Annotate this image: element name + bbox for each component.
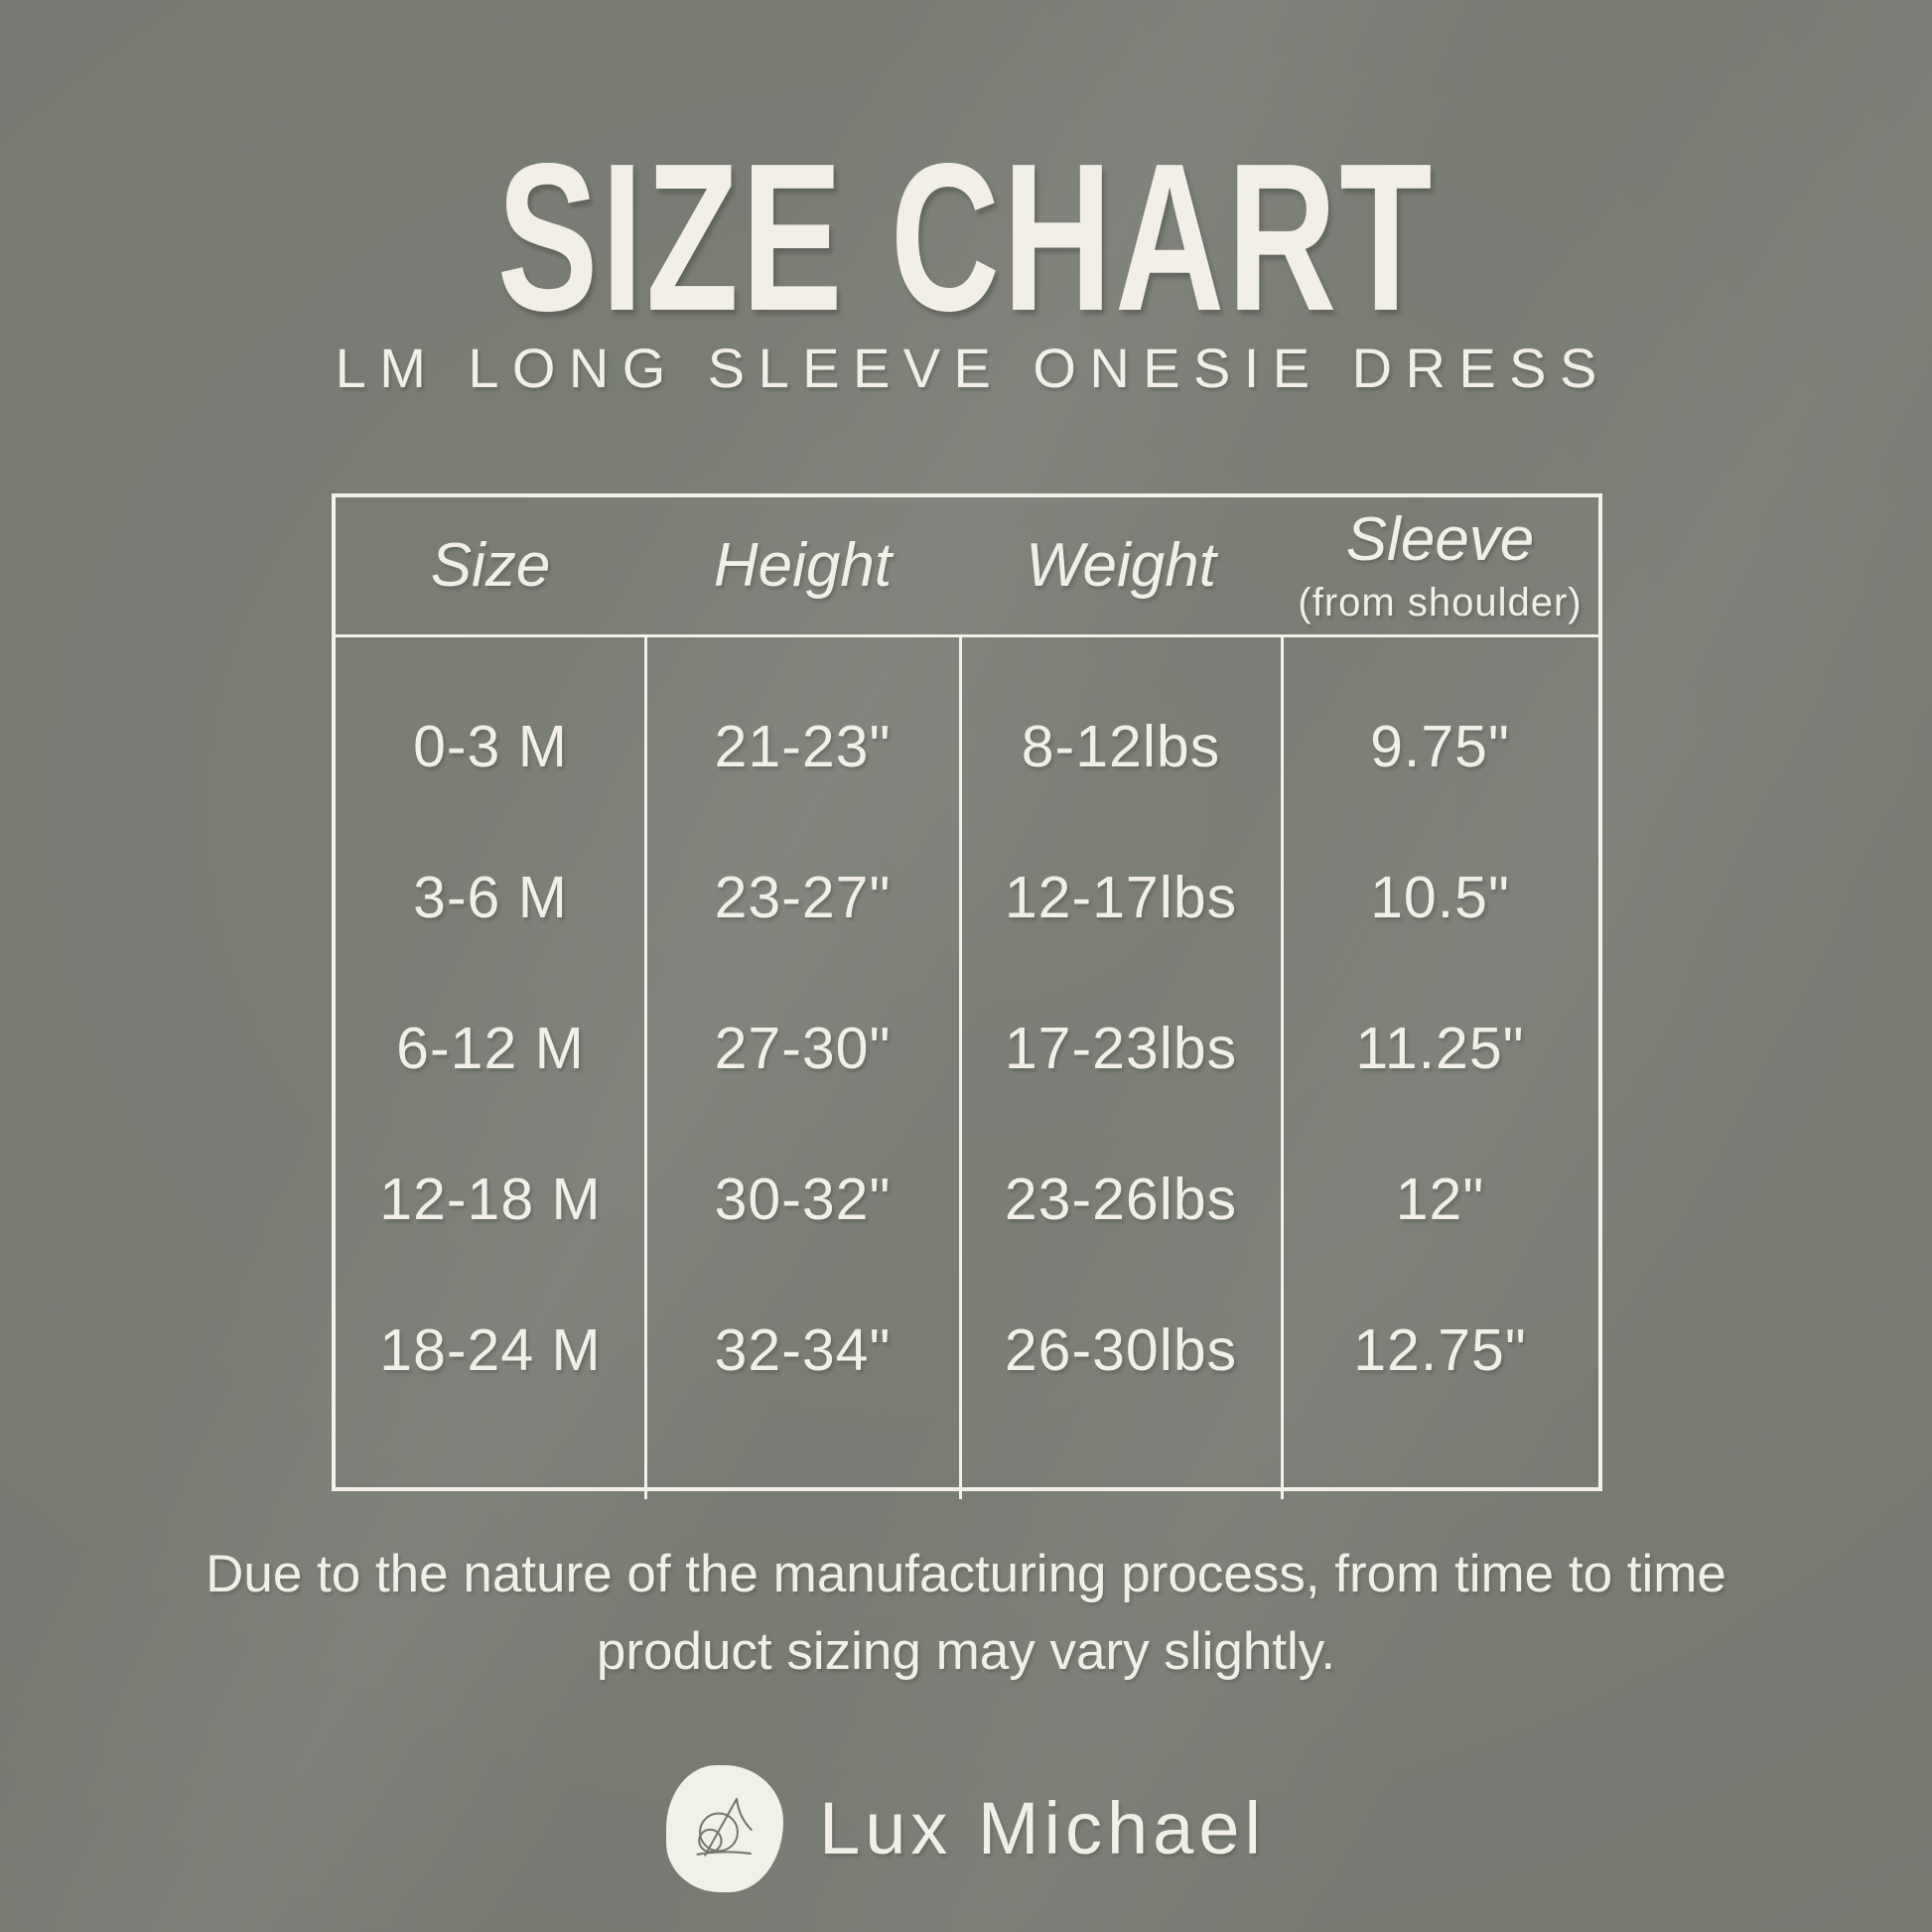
cell-sleeve-row1: 9.75" — [1370, 713, 1510, 779]
column-header-sleeve-label: Sleeve — [1345, 505, 1535, 574]
cell-weight-row5: 26-30lbs — [1004, 1316, 1238, 1383]
sizing-disclaimer-line2: product sizing may vary slightly. — [596, 1622, 1336, 1682]
column-header-sleeve: Sleeve (from shoulder) — [1282, 497, 1598, 634]
brand-logo-emblem-icon — [696, 1797, 753, 1857]
column-header-size-label: Size — [430, 531, 551, 600]
cell-weight-row1: 8-12lbs — [1021, 713, 1221, 779]
cell-size-row5: 18-24 M — [379, 1316, 602, 1383]
page-subtitle: LM LONG SLEEVE ONESIE DRESS — [335, 337, 1610, 399]
cell-sleeve-row2: 10.5" — [1370, 864, 1510, 930]
column-header-sleeve-sublabel: (from shoulder) — [1298, 581, 1583, 624]
cell-height-row4: 30-32" — [714, 1166, 892, 1232]
cell-size-row2: 3-6 M — [413, 864, 568, 930]
cell-sleeve-row4: 12" — [1395, 1166, 1485, 1232]
header-separator-line — [336, 634, 1598, 637]
column-header-weight: Weight — [960, 497, 1282, 634]
cell-size-row1: 0-3 M — [413, 713, 568, 779]
cell-weight-row3: 17-23lbs — [1004, 1015, 1238, 1081]
cell-sleeve-row5: 12.75" — [1353, 1316, 1527, 1383]
cell-size-row4: 12-18 M — [379, 1166, 602, 1232]
table-body: 0-3 M 21-23" 8-12lbs 9.75" 3-6 M 23-27" … — [336, 637, 1598, 1487]
cell-height-row5: 32-34" — [714, 1316, 892, 1383]
column-divider — [644, 637, 647, 1499]
cell-height-row3: 27-30" — [714, 1015, 892, 1081]
column-header-size: Size — [336, 497, 645, 634]
column-header-height-label: Height — [713, 531, 893, 600]
cell-sleeve-row3: 11.25" — [1355, 1015, 1525, 1081]
cell-height-row2: 23-27" — [714, 864, 892, 930]
cell-weight-row2: 12-17lbs — [1004, 864, 1238, 930]
cell-size-row3: 6-12 M — [396, 1015, 585, 1081]
brand-logo — [666, 1765, 784, 1892]
page-title-text: SIZE CHART — [496, 119, 1436, 354]
sizing-disclaimer-line1: Due to the nature of the manufacturing p… — [206, 1545, 1726, 1603]
table-header-row: Size Height Weight Sleeve (from shoulder… — [336, 497, 1598, 634]
cell-height-row1: 21-23" — [714, 713, 892, 779]
page-title: SIZE CHART — [0, 132, 1932, 343]
column-divider — [1281, 637, 1284, 1499]
column-header-weight-label: Weight — [1026, 531, 1216, 600]
sizing-disclaimer: Due to the nature of the manufacturing p… — [0, 1536, 1932, 1692]
column-divider — [959, 637, 962, 1499]
size-chart-table: Size Height Weight Sleeve (from shoulder… — [332, 493, 1602, 1499]
brand-footer: Lux Michael — [0, 1765, 1932, 1892]
brand-name: Lux Michael — [819, 1787, 1266, 1869]
cell-weight-row4: 23-26lbs — [1004, 1166, 1238, 1232]
column-header-height: Height — [645, 497, 960, 634]
